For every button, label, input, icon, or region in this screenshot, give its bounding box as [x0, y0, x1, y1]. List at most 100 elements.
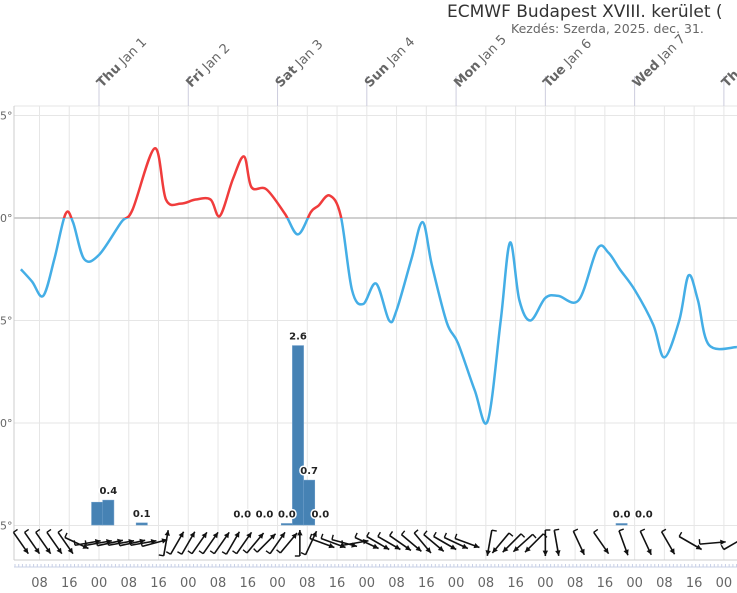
- wind-arrow-icon: [502, 533, 526, 553]
- hour-label: 08: [120, 576, 137, 591]
- day-label-date: Jan 3: [290, 37, 326, 73]
- wind-arrow-icon: [209, 531, 230, 555]
- day-label: Fri Jan 2: [183, 41, 233, 91]
- wind-arrow-icon: [660, 528, 676, 555]
- day-label-date: Jan 6: [559, 36, 595, 72]
- wind-arrow-icon: [198, 531, 219, 555]
- day-label: Wed Jan 7: [630, 32, 689, 91]
- precip-bar: [615, 523, 628, 526]
- hour-axis: 08 16 00 08 16 00 08 16 00 08 16 00 08 16 00 08 16 00 08 16…: [31, 576, 732, 591]
- wind-arrow-icon: [309, 533, 335, 549]
- wind-arrow-icon: [400, 530, 422, 552]
- day-label-date: Jan 2: [197, 41, 233, 77]
- hour-label: 16: [329, 576, 346, 591]
- day-label-date: Jan 4: [382, 35, 418, 71]
- wind-arrow-icon: [354, 532, 379, 550]
- chart-subtitle: Kezdés: Szerda, 2025. dec. 31.: [511, 21, 704, 36]
- day-label: Mon Jan 5: [451, 32, 509, 90]
- hour-label: 00: [716, 576, 733, 591]
- wind-arrow-icon: [443, 532, 469, 550]
- y-tick-label: 5°: [0, 110, 13, 123]
- wind-arrow-icon: [165, 531, 185, 555]
- day-label: Sun Jan 4: [362, 35, 418, 91]
- wind-arrow-icon: [265, 531, 286, 555]
- hour-label: 16: [418, 576, 435, 591]
- precip-bar: [102, 499, 115, 526]
- day-axis: Thu Jan 1 Fri Jan 2 Sat Jan 3 Sun Jan 4 Mon …: [94, 32, 737, 106]
- y-tick-label: 0°: [0, 212, 13, 225]
- chart-title: ECMWF Budapest XVIII. kerület (: [447, 2, 723, 22]
- hour-label: 08: [567, 576, 584, 591]
- wind-arrows: [12, 528, 737, 557]
- precip-value-label: 0.7: [300, 466, 318, 477]
- wind-arrow-icon: [64, 532, 89, 550]
- wind-arrow-icon: [294, 530, 303, 557]
- wind-arrow-icon: [23, 528, 41, 555]
- hour-label: 00: [626, 576, 643, 591]
- precipitation-labels: 0.4 0.1 0.0 0.0 0.0 2.6 0.7 0.0 0.0 0.0: [98, 330, 654, 522]
- y-tick-label: 5°: [0, 315, 13, 328]
- temperature-series: [19, 147, 737, 425]
- wind-arrow-icon: [454, 533, 480, 549]
- hour-label: 00: [269, 576, 286, 591]
- precip-value-label: 0.0: [256, 510, 274, 521]
- grid: [13, 105, 737, 568]
- wind-arrow-icon: [35, 528, 52, 555]
- wind-arrow-icon: [678, 531, 703, 551]
- wind-arrow-icon: [639, 528, 652, 556]
- wind-arrow-icon: [720, 540, 737, 551]
- precip-value-label: 0.0: [311, 510, 329, 521]
- precip-value-label: 0.0: [635, 510, 653, 521]
- hour-label: 00: [359, 576, 376, 591]
- day-label: Sat Jan 3: [273, 37, 327, 91]
- wind-arrow-icon: [572, 528, 586, 556]
- temperature-line-below-zero: [19, 218, 737, 425]
- precip-value-label: 2.6: [289, 332, 307, 343]
- precip-value-label: 0.0: [613, 510, 631, 521]
- wind-arrow-icon: [366, 531, 390, 551]
- wind-arrow-icon: [57, 528, 74, 555]
- precip-value-label: 0.0: [278, 510, 296, 521]
- wind-arrow-icon: [46, 528, 63, 555]
- wind-arrow-icon: [553, 528, 561, 556]
- precip-value-label: 0.0: [233, 510, 251, 521]
- day-label-date: Jan 7: [652, 32, 688, 68]
- wind-arrow-icon: [253, 533, 277, 553]
- hour-label: 08: [388, 576, 405, 591]
- temperature-line-above-zero: [62, 147, 343, 218]
- hour-label: 16: [240, 576, 257, 591]
- wind-arrow-icon: [389, 531, 412, 552]
- precip-bar: [135, 522, 148, 526]
- hour-label: 08: [210, 576, 227, 591]
- wind-arrow-icon: [512, 533, 537, 553]
- wind-arrow-icon: [242, 532, 265, 554]
- wind-arrow-icon: [12, 528, 30, 555]
- hour-label: 00: [448, 576, 465, 591]
- wind-arrow-icon: [377, 531, 401, 551]
- hour-label: 00: [91, 576, 108, 591]
- day-label-weekday: Th: [719, 67, 737, 90]
- hour-label: 08: [299, 576, 316, 591]
- wind-arrow-icon: [618, 528, 629, 556]
- hour-label: 16: [507, 576, 524, 591]
- wind-arrow-icon: [698, 539, 726, 546]
- wind-arrow-icon: [276, 532, 298, 554]
- hour-label: 16: [597, 576, 614, 591]
- hour-label: 00: [537, 576, 554, 591]
- hour-label: 08: [31, 576, 48, 591]
- wind-arrow-icon: [118, 538, 146, 547]
- day-label: Thu Jan 1: [94, 35, 150, 91]
- wind-arrow-icon: [524, 533, 548, 553]
- wind-arrow-icon: [593, 528, 610, 555]
- wind-arrow-icon: [221, 531, 241, 555]
- wind-arrow-icon: [433, 531, 457, 551]
- y-tick-label: 0°: [0, 417, 13, 430]
- wind-arrow-icon: [158, 530, 170, 557]
- hour-label: 16: [150, 576, 167, 591]
- precip-value-label: 0.4: [99, 486, 117, 497]
- hour-label: 16: [686, 576, 703, 591]
- day-label-date: Jan 1: [114, 35, 150, 71]
- day-label: Tue Jan 6: [541, 36, 596, 91]
- wind-arrow-icon: [187, 531, 208, 555]
